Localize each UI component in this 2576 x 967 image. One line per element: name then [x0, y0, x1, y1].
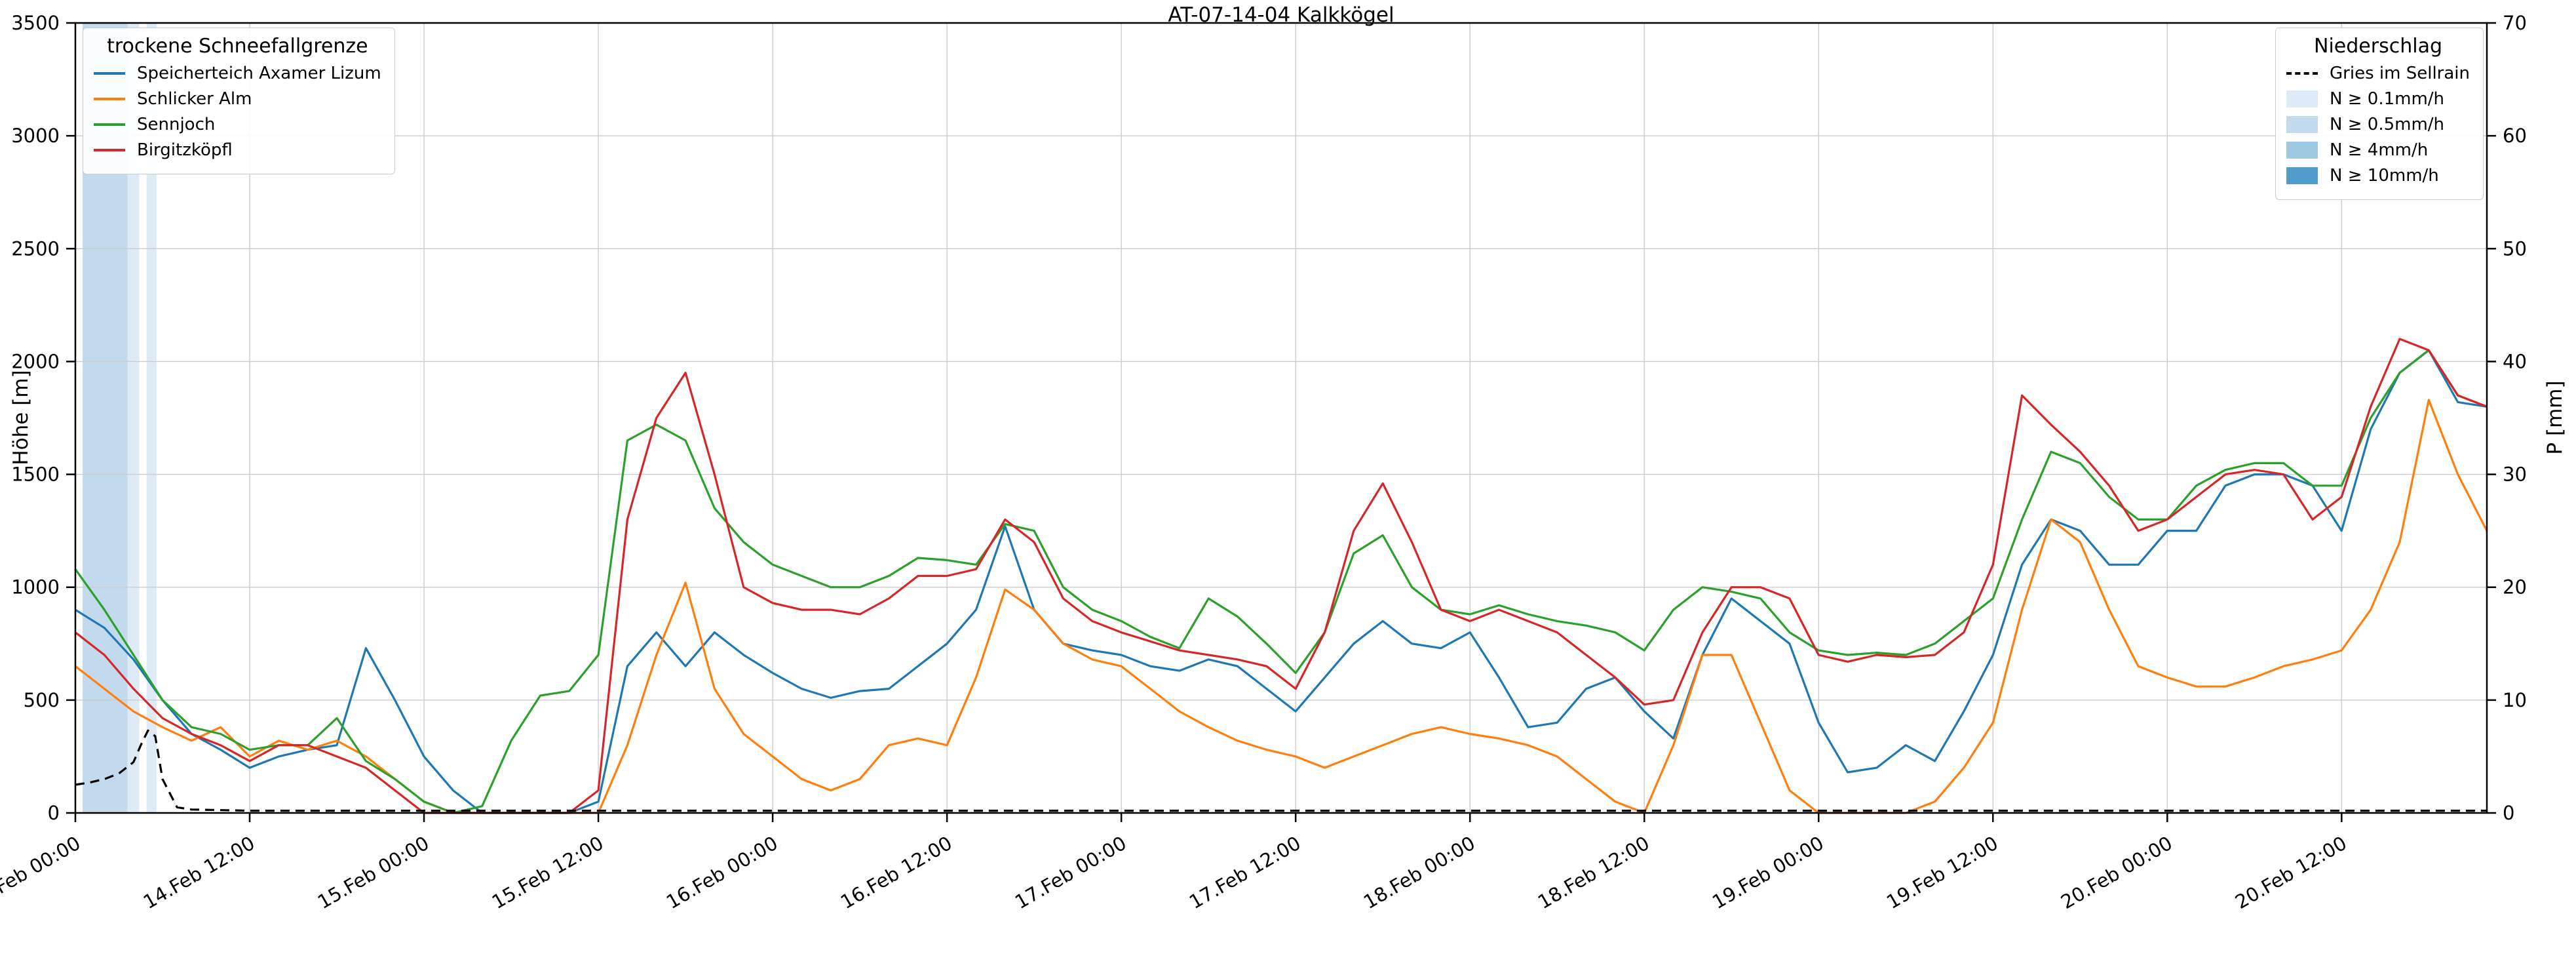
legend-item-gries: Gries im Sellrain	[2286, 64, 2470, 83]
legend-item-band-0-1: N ≥ 0.1mm/h	[2286, 89, 2470, 109]
x-tick-label: 19.Feb 00:00	[1708, 832, 1828, 914]
legend-item-birgitzkoepfl: Birgitzköpfl	[94, 140, 381, 160]
legend-item-band-0-5: N ≥ 0.5mm/h	[2286, 115, 2470, 134]
legend-item-band-4: N ≥ 4mm/h	[2286, 140, 2470, 160]
x-tick-label: 16.Feb 00:00	[663, 832, 782, 914]
axis-ticks	[66, 22, 2496, 822]
x-tick-label: 18.Feb 00:00	[1360, 832, 1479, 914]
line-sample-birgitzkoepfl	[94, 149, 125, 151]
left-tick-label: 1500	[11, 464, 60, 486]
legend-label-gries: Gries im Sellrain	[2330, 64, 2470, 83]
gridlines	[75, 22, 2487, 814]
x-tick-label: 20.Feb 12:00	[2231, 832, 2351, 914]
right-tick-label: 0	[2503, 802, 2514, 824]
x-tick-label: 18.Feb 12:00	[1534, 832, 1653, 914]
legend-item-schlicker-alm: Schlicker Alm	[94, 89, 381, 109]
x-tick-label: 15.Feb 00:00	[314, 832, 433, 914]
legend-snowline: trockene Schneefallgrenze Speicherteich …	[83, 28, 395, 174]
left-tick-label: 0	[48, 802, 60, 824]
series-birgitzkoepfl	[75, 338, 2488, 814]
band-swatch-0-1	[2286, 90, 2318, 108]
legend-label-band-4: N ≥ 4mm/h	[2330, 140, 2429, 160]
legend-label-schlicker-alm: Schlicker Alm	[137, 89, 252, 109]
legend-item-speicherteich: Speicherteich Axamer Lizum	[94, 64, 381, 83]
x-tick-label: 14.Feb 00:00	[0, 832, 85, 914]
legend-label-band-0-1: N ≥ 0.1mm/h	[2330, 89, 2445, 109]
left-tick-label: 500	[24, 689, 60, 711]
band-swatch-0-5	[2286, 116, 2318, 133]
left-tick-label: 3000	[11, 125, 60, 147]
dashed-line-sample-gries	[2286, 72, 2318, 75]
x-tick-label: 17.Feb 00:00	[1011, 832, 1130, 914]
line-sample-sennjoch	[94, 123, 125, 126]
x-tick-label: 15.Feb 12:00	[488, 832, 607, 914]
left-tick-label: 1000	[11, 576, 60, 599]
legend-label-speicherteich: Speicherteich Axamer Lizum	[137, 64, 381, 83]
line-sample-schlicker-alm	[94, 98, 125, 100]
legend-snowline-title: trockene Schneefallgrenze	[107, 35, 368, 58]
precip-band	[146, 23, 157, 813]
right-tick-label: 30	[2503, 464, 2527, 486]
series-sennjoch	[74, 349, 2488, 814]
legend-label-sennjoch: Sennjoch	[137, 115, 216, 134]
x-tick-label: 14.Feb 12:00	[140, 832, 259, 914]
left-tick-label: 3500	[11, 12, 60, 34]
series-gries-im-sellrain	[75, 729, 2487, 812]
series-speicherteich-axamer-lizum	[75, 349, 2488, 814]
series-schlicker-alm	[75, 399, 2488, 814]
band-swatch-4	[2286, 142, 2318, 159]
right-tick-label: 20	[2503, 576, 2527, 599]
legend-item-sennjoch: Sennjoch	[94, 115, 381, 134]
left-tick-label: 2500	[11, 237, 60, 260]
left-tick-label: 2000	[11, 350, 60, 372]
x-tick-label: 16.Feb 12:00	[837, 832, 956, 914]
right-tick-label: 40	[2503, 350, 2527, 372]
x-tick-label: 17.Feb 12:00	[1185, 832, 1305, 914]
legend-label-band-0-5: N ≥ 0.5mm/h	[2330, 115, 2445, 134]
plot-frame	[74, 22, 2488, 814]
legend-label-band-10: N ≥ 10mm/h	[2330, 166, 2439, 186]
line-sample-speicherteich	[94, 72, 125, 75]
legend-item-band-10: N ≥ 10mm/h	[2286, 166, 2470, 186]
legend-label-birgitzkoepfl: Birgitzköpfl	[137, 140, 233, 160]
right-tick-label: 50	[2503, 237, 2527, 260]
x-tick-label: 20.Feb 00:00	[2057, 832, 2176, 914]
x-tick-label: 19.Feb 12:00	[1883, 832, 2002, 914]
right-tick-label: 70	[2503, 12, 2527, 34]
precip-band	[127, 23, 140, 813]
legend-precipitation-title: Niederschlag	[2314, 35, 2442, 58]
legend-precipitation: Niederschlag Gries im Sellrain N ≥ 0.1mm…	[2275, 28, 2484, 200]
band-swatch-10	[2286, 167, 2318, 184]
right-tick-label: 60	[2503, 125, 2527, 147]
right-tick-label: 10	[2503, 689, 2527, 711]
